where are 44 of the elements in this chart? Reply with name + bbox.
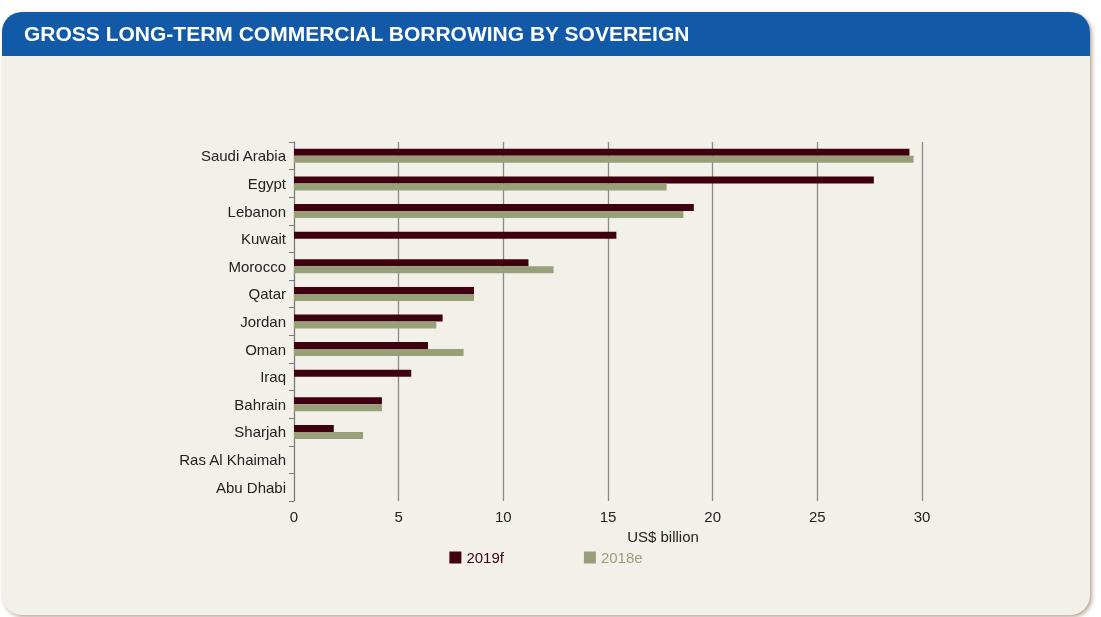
y-tick-label: Kuwait (240, 230, 287, 248)
x-tick-label: 5 (394, 508, 403, 525)
bar (294, 369, 412, 377)
bar (294, 431, 364, 439)
legend-label: 2019f (466, 549, 505, 566)
y-tick-label: Ras Al Khaimah (179, 451, 286, 469)
bar (294, 155, 914, 163)
y-tick-label: Abu Dhabi (215, 478, 286, 496)
bar (294, 397, 382, 405)
y-tick-label: Lebanon (227, 202, 286, 220)
y-tick-label: Qatar (248, 285, 286, 303)
bar (294, 266, 554, 274)
chart-title: GROSS LONG-TERM COMMERCIAL BORROWING BY SOVEREIGN (2, 12, 1090, 56)
x-tick-label: 10 (494, 508, 512, 525)
y-tick-label: Egypt (247, 174, 287, 192)
x-tick-label: 30 (913, 508, 931, 525)
bar (294, 148, 910, 156)
bar (294, 259, 529, 267)
bar (294, 286, 475, 294)
y-tick-label: Iraq (260, 368, 286, 386)
bar (294, 231, 617, 239)
bar (294, 314, 443, 322)
x-tick-label: 20 (704, 508, 722, 525)
bar (294, 424, 334, 432)
x-axis-title: US$ billion (627, 528, 699, 545)
x-tick-label: 0 (289, 508, 299, 525)
y-tick-label: Sharjah (234, 423, 286, 441)
bar (294, 204, 694, 212)
y-tick-label: Bahrain (234, 395, 286, 413)
y-tick-label: Oman (245, 340, 286, 358)
y-tick-label: Morocco (228, 257, 286, 275)
x-tick-label: 15 (599, 508, 617, 525)
bar (294, 293, 475, 301)
y-tick-label: Saudi Arabia (200, 147, 287, 165)
bar (294, 176, 874, 184)
bar (294, 211, 684, 219)
x-tick-label: 25 (808, 508, 826, 525)
bar (294, 321, 437, 329)
bar (294, 183, 667, 191)
bar (294, 349, 464, 357)
bar (294, 404, 382, 412)
y-tick-label: Jordan (240, 313, 286, 330)
bar (294, 342, 428, 350)
legend-label: 2018e (600, 549, 643, 566)
